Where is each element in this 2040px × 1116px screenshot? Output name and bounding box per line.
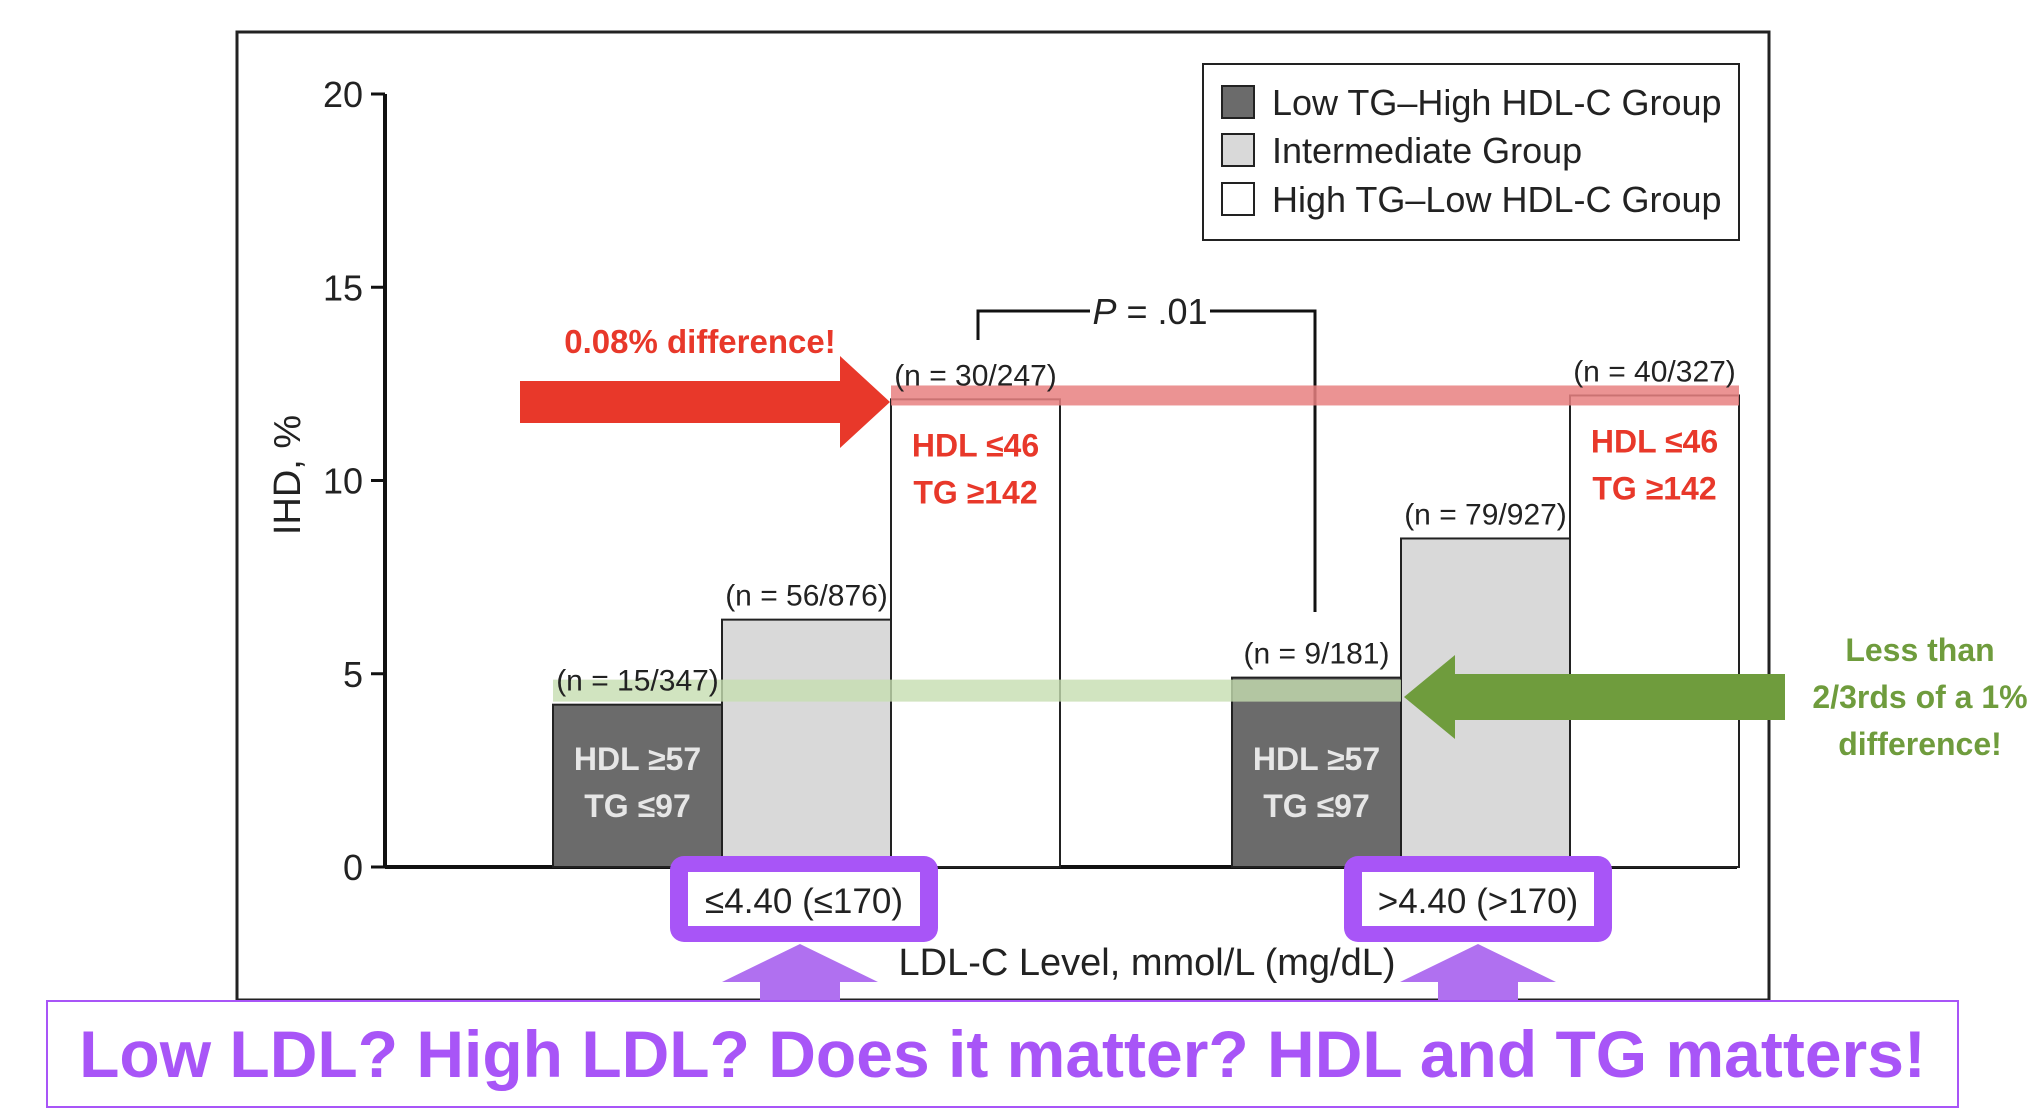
legend-label-intermediate: Intermediate Group bbox=[1272, 130, 1582, 171]
p-value-bracket: P = .01 bbox=[976, 291, 1317, 612]
p-value-label: P = .01 bbox=[1092, 291, 1207, 332]
legend-swatch-intermediate bbox=[1221, 133, 1255, 167]
hdl-threshold-label: HDL ≥57 bbox=[574, 741, 701, 777]
hdl-threshold-label: HDL ≤46 bbox=[1591, 423, 1718, 459]
y-tick-label: 20 bbox=[323, 74, 363, 115]
y-tick-label: 15 bbox=[323, 267, 363, 308]
bar bbox=[552, 703, 723, 868]
highlight-bands bbox=[553, 385, 1739, 702]
legend-label-low-tg: Low TG–High HDL-C Group bbox=[1272, 82, 1722, 123]
category-label-high-ldl: >4.40 (>170) bbox=[1378, 882, 1578, 921]
bar-n-label: (n = 15/347) bbox=[556, 665, 719, 698]
tg-threshold-label: TG ≥142 bbox=[1592, 470, 1716, 506]
category-low-ldl: ≤4.40 (≤170) bbox=[670, 856, 938, 1000]
hdl-threshold-label: HDL ≤46 bbox=[912, 427, 1039, 463]
green-callout-line-1: Less than bbox=[1845, 632, 1994, 668]
y-tick-label: 0 bbox=[343, 847, 363, 888]
bar-n-label: (n = 79/927) bbox=[1404, 498, 1567, 531]
green-callout-line-2: 2/3rds of a 1% bbox=[1812, 679, 2027, 715]
bar-n-label: (n = 56/876) bbox=[725, 580, 888, 613]
y-tick-label: 10 bbox=[323, 461, 363, 502]
y-tick-label: 5 bbox=[343, 654, 363, 695]
category-high-ldl: >4.40 (>170) bbox=[1344, 856, 1612, 1000]
red-arrow-icon bbox=[520, 356, 890, 448]
tg-threshold-label: TG ≥142 bbox=[913, 474, 1037, 510]
bar bbox=[890, 398, 1061, 868]
hdl-threshold-label: HDL ≥57 bbox=[1253, 741, 1380, 777]
takeaway-banner: Low LDL? High LDL? Does it matter? HDL a… bbox=[46, 1000, 1959, 1108]
green-arrow-icon bbox=[1404, 655, 1785, 739]
ihd-bar-chart: IHD, % LDL-C Level, mmol/L (mg/dL) 0 5 10 1… bbox=[235, 30, 2028, 1002]
bar bbox=[1231, 676, 1402, 868]
tg-threshold-label: TG ≤97 bbox=[1263, 788, 1369, 824]
legend-item-intermediate: Intermediate Group bbox=[1221, 130, 1582, 171]
red-difference-callout: 0.08% difference! bbox=[520, 323, 890, 448]
y-axis-title: IHD, % bbox=[267, 415, 309, 535]
category-label-low-ldl: ≤4.40 (≤170) bbox=[705, 882, 903, 921]
green-callout-line-3: difference! bbox=[1838, 726, 2002, 762]
legend: Low TG–High HDL-C Group Intermediate Gro… bbox=[1202, 63, 1740, 241]
bar-labels: (n = 15/347) (n = 56/876) (n = 30/247) (n =… bbox=[556, 355, 1736, 697]
red-highlight-band bbox=[891, 385, 1739, 406]
tg-threshold-label: TG ≤97 bbox=[584, 788, 690, 824]
purple-up-arrow-icon bbox=[1400, 944, 1556, 1000]
legend-label-high-tg: High TG–Low HDL-C Group bbox=[1272, 179, 1722, 220]
bar-threshold-annotations: HDL ≥57 TG ≤97 HDL ≥57 TG ≤97 HDL ≤46 TG ≥142… bbox=[574, 423, 1718, 824]
legend-item-low-tg: Low TG–High HDL-C Group bbox=[1221, 82, 1722, 123]
green-highlight-band bbox=[553, 679, 1401, 702]
bar-n-label: (n = 30/247) bbox=[894, 359, 1057, 392]
bar-n-label: (n = 40/327) bbox=[1573, 355, 1736, 388]
green-difference-callout: Less than 2/3rds of a 1% difference! bbox=[1404, 632, 2028, 762]
legend-item-high-tg: High TG–Low HDL-C Group bbox=[1221, 179, 1722, 220]
bar-n-label: (n = 9/181) bbox=[1244, 638, 1390, 671]
bars bbox=[552, 394, 1740, 869]
x-axis-title: LDL-C Level, mmol/L (mg/dL) bbox=[899, 942, 1396, 984]
bar bbox=[1569, 394, 1740, 868]
bar bbox=[721, 618, 892, 869]
legend-swatch-high-tg bbox=[1221, 182, 1255, 216]
red-callout-text: 0.08% difference! bbox=[564, 323, 835, 360]
purple-up-arrow-icon bbox=[722, 944, 878, 1000]
legend-swatch-low-tg bbox=[1221, 85, 1255, 119]
